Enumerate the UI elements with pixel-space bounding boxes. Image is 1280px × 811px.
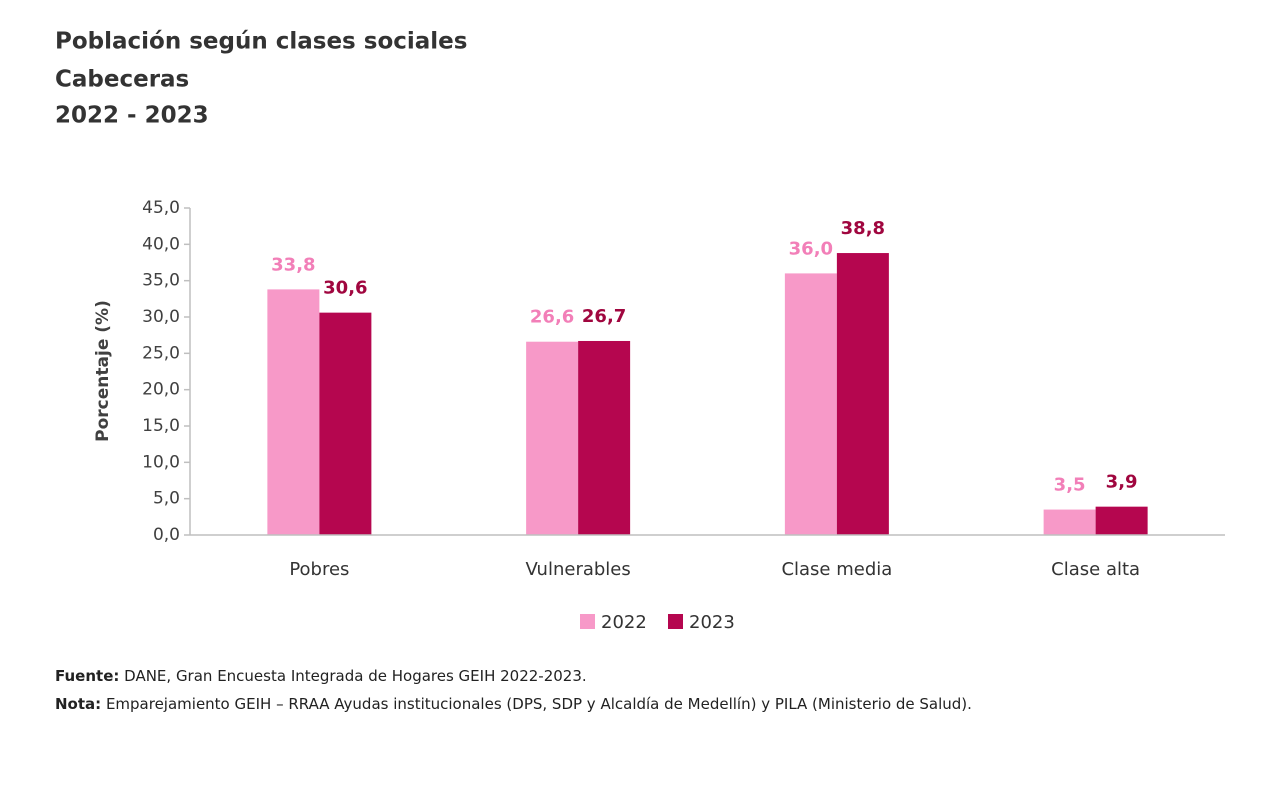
legend-label: 2022	[601, 612, 647, 633]
y-tick-label: 0,0	[153, 525, 180, 545]
note-text: Emparejamiento GEIH – RRAA Ayudas instit…	[106, 695, 972, 713]
value-label: 36,0	[789, 238, 833, 259]
y-tick-label: 40,0	[142, 234, 180, 254]
x-tick-label: Clase media	[781, 559, 892, 580]
y-tick-label: 20,0	[142, 380, 180, 400]
note-label: Nota:	[55, 695, 101, 713]
value-label: 26,7	[582, 306, 626, 327]
x-tick-label: Vulnerables	[525, 559, 630, 580]
value-label: 30,6	[323, 278, 367, 299]
bar	[319, 312, 372, 535]
y-tick-label: 30,0	[142, 307, 180, 327]
chart-subtitle: 2022 - 2023	[55, 103, 209, 129]
value-label: 26,6	[530, 307, 574, 328]
legend-label: 2023	[689, 612, 735, 633]
source-text: DANE, Gran Encuesta Integrada de Hogares…	[124, 667, 587, 685]
bar	[784, 273, 837, 535]
y-axis-label: Porcentaje (%)	[93, 300, 113, 442]
y-tick-label: 45,0	[142, 198, 180, 218]
source-label: Fuente:	[55, 667, 119, 685]
bar	[836, 253, 889, 535]
y-tick-label: 35,0	[142, 271, 180, 291]
value-label: 3,9	[1106, 472, 1138, 493]
source: Fuente: DANE, Gran Encuesta Integrada de…	[55, 667, 587, 685]
value-label: 3,5	[1054, 475, 1086, 496]
bar	[267, 289, 320, 535]
legend-swatch	[580, 614, 595, 629]
y-tick-label: 5,0	[153, 489, 180, 509]
bar	[1043, 509, 1096, 535]
x-tick-label: Clase alta	[1051, 559, 1140, 580]
x-tick-label: Pobres	[289, 559, 349, 580]
chart-title: Población según clases sociales	[55, 29, 467, 55]
value-label: 33,8	[271, 254, 315, 275]
legend-swatch	[668, 614, 683, 629]
note: Nota: Emparejamiento GEIH – RRAA Ayudas …	[55, 695, 972, 713]
chart-subtitle: Cabeceras	[55, 67, 189, 93]
bar	[1095, 506, 1148, 535]
bar	[578, 340, 631, 535]
bar	[526, 341, 579, 535]
y-tick-label: 10,0	[142, 452, 180, 472]
y-tick-label: 25,0	[142, 343, 180, 363]
y-tick-label: 15,0	[142, 416, 180, 436]
value-label: 38,8	[841, 218, 885, 239]
